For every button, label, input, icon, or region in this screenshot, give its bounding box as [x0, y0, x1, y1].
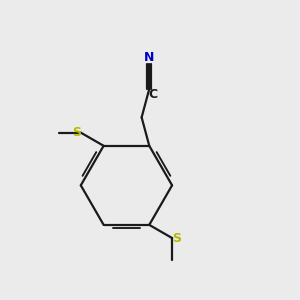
Text: C: C: [148, 88, 158, 101]
Text: S: S: [72, 126, 81, 139]
Text: N: N: [144, 51, 154, 64]
Text: S: S: [172, 232, 181, 244]
